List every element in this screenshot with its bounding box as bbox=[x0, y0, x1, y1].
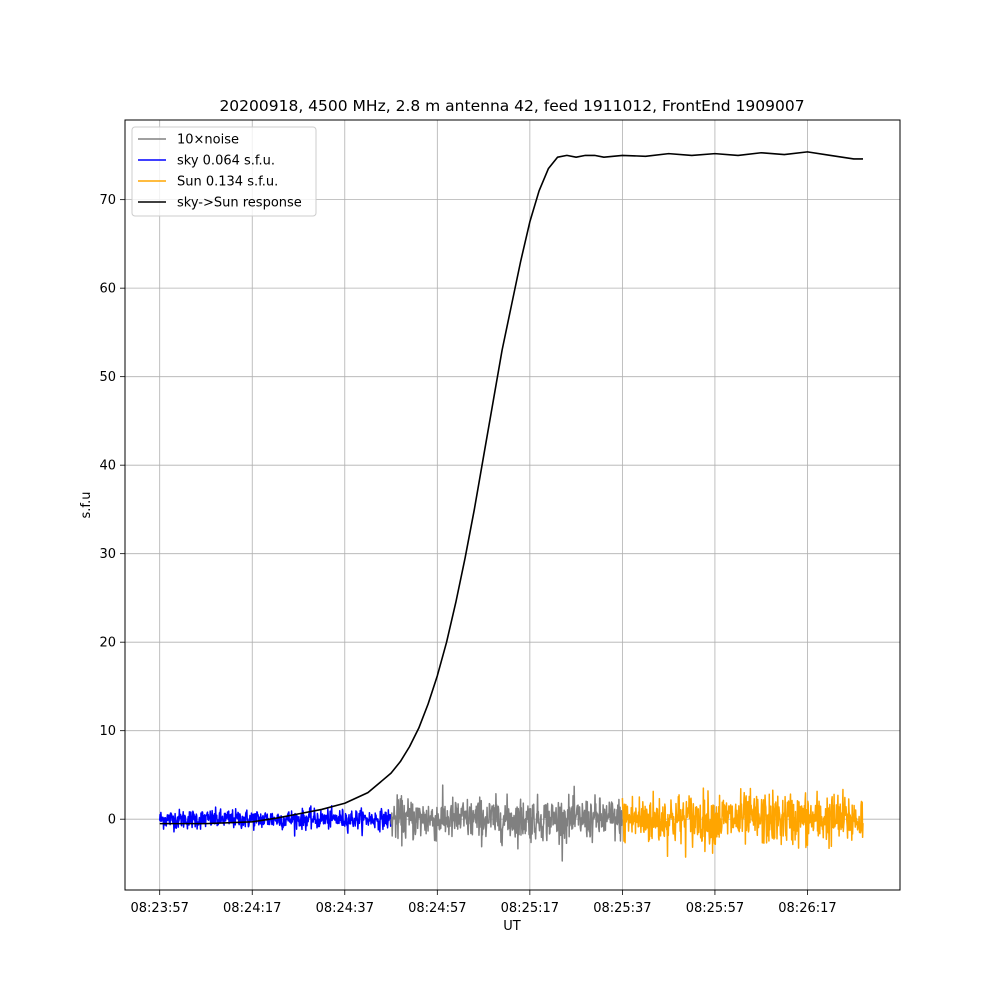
x-tick-label: 08:25:37 bbox=[593, 901, 651, 916]
y-axis-label: s.f.u bbox=[79, 492, 94, 519]
y-tick-label: 50 bbox=[99, 370, 116, 385]
response-series-group bbox=[159, 151, 863, 825]
legend-label: sky 0.064 s.f.u. bbox=[177, 154, 275, 169]
x-tick-label: 08:24:17 bbox=[223, 901, 281, 916]
y-tick-label: 60 bbox=[99, 282, 116, 297]
legend-label: 10×noise bbox=[177, 133, 239, 148]
x-tick-label: 08:23:57 bbox=[131, 901, 189, 916]
legend-box bbox=[131, 126, 317, 217]
axis-ticks: 08:23:57 08:24:17 08:24:37 08:24:57 08:25:17… bbox=[99, 193, 836, 916]
x-tick-label: 08:24:57 bbox=[408, 901, 466, 916]
legend-label: sky->Sun response bbox=[177, 196, 302, 211]
series-line-10noise bbox=[390, 784, 624, 862]
chart-title: 20200918, 4500 MHz, 2.8 m antenna 42, fe… bbox=[219, 97, 804, 115]
x-tick-label: 08:25:17 bbox=[501, 901, 559, 916]
series-line-response bbox=[159, 151, 863, 825]
noise-series-group bbox=[158, 784, 864, 862]
plot-area-frame bbox=[124, 119, 901, 891]
y-tick-label: 10 bbox=[99, 724, 116, 739]
x-tick-label: 08:26:17 bbox=[778, 901, 836, 916]
x-axis-label: UT bbox=[503, 919, 521, 934]
y-tick-label: 0 bbox=[108, 813, 116, 828]
y-tick-label: 30 bbox=[99, 547, 116, 562]
series-line-sky bbox=[158, 805, 392, 837]
y-tick-label: 40 bbox=[99, 459, 116, 474]
x-tick-label: 08:24:37 bbox=[316, 901, 374, 916]
y-tick-label: 20 bbox=[99, 636, 116, 651]
y-tick-label: 70 bbox=[99, 193, 116, 208]
legend-label: Sun 0.134 s.f.u. bbox=[177, 175, 278, 190]
x-tick-label: 08:25:57 bbox=[686, 901, 744, 916]
series-line-sun bbox=[621, 787, 864, 858]
legend: 10×noise sky 0.064 s.f.u. Sun 0.134 s.f.u.… bbox=[131, 126, 317, 217]
